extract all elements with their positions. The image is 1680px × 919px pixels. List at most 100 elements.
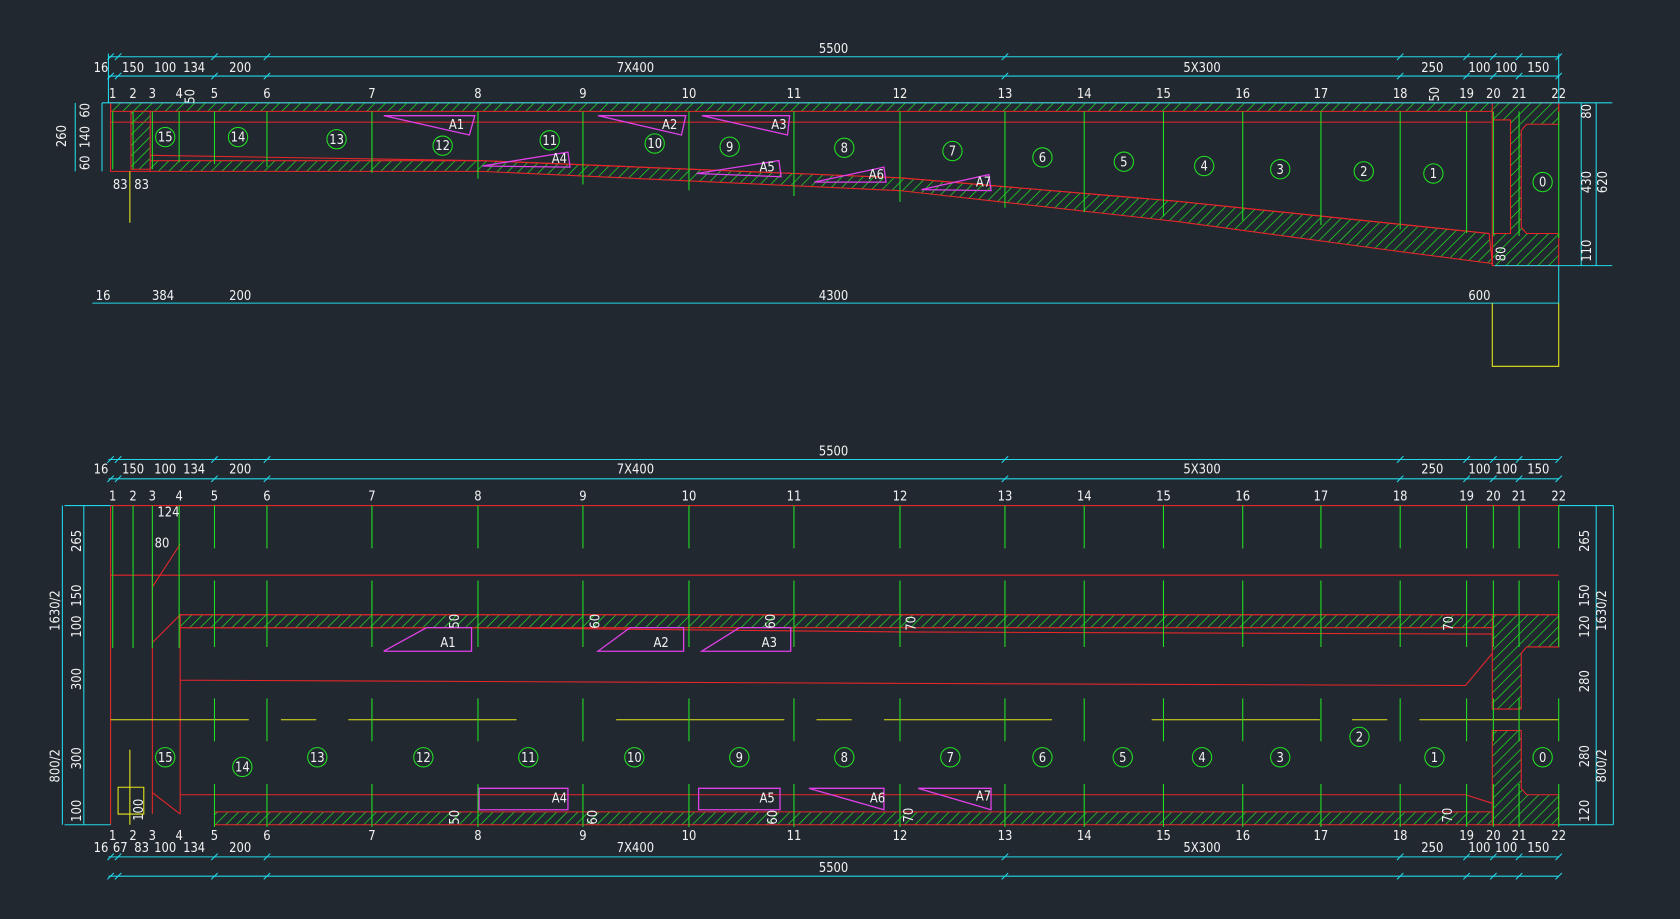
station-label: 14	[1077, 829, 1092, 844]
dimension-label: 60	[78, 155, 93, 170]
station-label: 15	[1156, 829, 1171, 844]
zone-label: 15	[158, 131, 173, 146]
dimension-label: 134	[183, 841, 205, 856]
dimension-tick	[1396, 455, 1404, 464]
station-label: 6	[263, 87, 270, 102]
station-label: 20	[1486, 87, 1501, 102]
cell-label: A2	[653, 636, 668, 651]
zone-label: 13	[329, 133, 344, 148]
dimension-tick	[1515, 455, 1523, 464]
zone-marker	[539, 130, 560, 151]
dimension-tick	[263, 853, 271, 861]
dimension-tick	[1555, 853, 1563, 861]
station-label: 10	[682, 829, 697, 844]
dimension-tick	[1489, 455, 1497, 464]
dimension-tick	[1489, 872, 1497, 880]
dimension-label: 200	[229, 463, 251, 478]
dimension-label: 430	[1580, 171, 1595, 193]
zone-marker	[155, 126, 176, 148]
dimension-label: 200	[229, 841, 251, 856]
dimension-label: 4300	[819, 289, 848, 304]
zone-marker	[307, 747, 328, 768]
dimension-tick	[106, 455, 115, 464]
cell-label: A7	[976, 176, 991, 191]
station-label: 8	[474, 87, 481, 102]
zone-marker	[834, 137, 855, 158]
dimension-tick	[210, 455, 219, 464]
station-label: 8	[474, 489, 481, 504]
zone-label: 1	[1430, 167, 1437, 182]
dimension-label: 5X300	[1183, 61, 1220, 76]
station-label: 3	[149, 489, 156, 504]
zone-marker	[232, 756, 253, 778]
zone-label: 13	[310, 751, 325, 766]
zone-label: 2	[1356, 730, 1363, 745]
dimension-tick	[210, 475, 219, 483]
zone-label: 6	[1039, 151, 1046, 166]
dimension-label: 80	[155, 537, 170, 552]
cell-label: A4	[552, 152, 567, 167]
zone-label: 0	[1539, 176, 1546, 191]
dimension-label: 60	[764, 614, 779, 629]
zone-marker	[834, 747, 855, 768]
cell-label: A1	[440, 636, 455, 651]
dimension-label: 150	[1527, 463, 1549, 478]
zone-label: 5	[1120, 155, 1127, 170]
dimension-tick	[1396, 72, 1404, 80]
zone-label: 15	[158, 751, 173, 766]
station-label: 2	[129, 829, 136, 844]
station-label: 19	[1459, 489, 1474, 504]
zone-marker	[155, 747, 176, 768]
dimension-label: 134	[183, 61, 205, 76]
dimension-tick	[1462, 872, 1471, 880]
station-label: 6	[263, 489, 270, 504]
dimension-tick	[1462, 475, 1471, 483]
dimension-tick	[1555, 53, 1563, 61]
station-label: 2	[129, 489, 136, 504]
zone-label: 7	[947, 751, 954, 766]
dimension-label: 280	[1578, 745, 1593, 767]
dimension-label: 70	[1441, 808, 1456, 823]
station-label: 17	[1314, 829, 1329, 844]
dimension-label: 384	[152, 289, 174, 304]
dimension-tick	[1396, 53, 1404, 61]
zone-marker	[518, 747, 539, 768]
dimension-label: 600	[1468, 289, 1490, 304]
station-label: 11	[787, 489, 802, 504]
dimension-tick	[1001, 872, 1009, 880]
cell-label: A4	[552, 792, 567, 807]
dimension-label: 150	[70, 584, 85, 606]
dimension-label: 80	[1580, 104, 1595, 119]
dimension-label: 5500	[819, 42, 848, 57]
zone-marker	[1270, 159, 1291, 180]
station-label: 21	[1512, 489, 1527, 504]
station-label: 7	[368, 829, 375, 844]
dimension-label: 250	[1421, 61, 1443, 76]
station-label: 19	[1459, 829, 1474, 844]
station-label: 18	[1393, 87, 1408, 102]
zone-marker	[719, 136, 740, 157]
dimension-label: 100	[1495, 61, 1517, 76]
dimension-label: 250	[1421, 463, 1443, 478]
station-label: 2	[129, 87, 136, 102]
cell-label: A6	[869, 168, 884, 183]
dimension-label: 150	[1527, 841, 1549, 856]
dimension-tick	[1515, 853, 1523, 861]
zone-label: 2	[1360, 165, 1367, 180]
station-label: 8	[474, 829, 481, 844]
station-label: 18	[1393, 489, 1408, 504]
station-label: 1	[109, 489, 116, 504]
dimension-label: 800/2	[1595, 749, 1610, 782]
dimension-tick	[106, 853, 115, 861]
zone-label: 10	[647, 137, 662, 152]
dimension-label: 7X400	[617, 463, 654, 478]
zone-label: 12	[416, 751, 431, 766]
dimension-label: 124	[157, 506, 179, 521]
station-label: 15	[1156, 489, 1171, 504]
dimension-label: 80	[1494, 246, 1509, 261]
dimension-tick	[1489, 53, 1497, 61]
dimension-tick	[1515, 475, 1523, 483]
dimension-label: 5500	[819, 861, 848, 876]
cell-label: A6	[870, 792, 885, 807]
